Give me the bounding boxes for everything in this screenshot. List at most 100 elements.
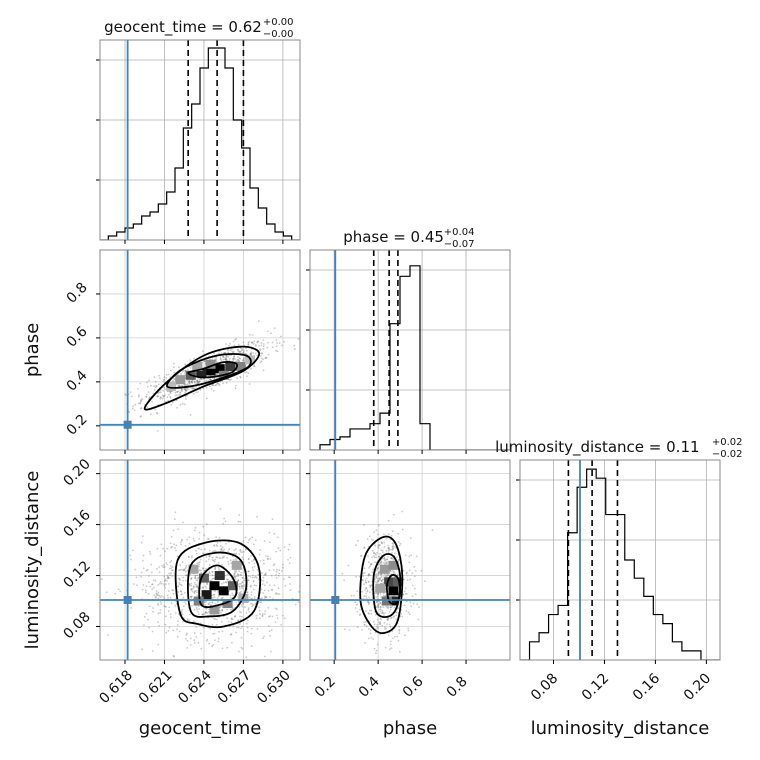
sample-point — [379, 602, 382, 604]
sample-point — [431, 529, 434, 532]
sample-point — [380, 596, 383, 598]
sample-point — [269, 558, 272, 560]
sample-point — [364, 589, 366, 591]
sample-point — [268, 625, 270, 627]
sample-point — [138, 394, 140, 397]
sample-point — [195, 606, 198, 609]
sample-point — [357, 539, 359, 542]
sample-point — [237, 350, 240, 353]
sample-point — [260, 342, 263, 344]
density-cell — [214, 571, 225, 581]
sample-point — [241, 586, 244, 589]
sample-point — [409, 601, 412, 604]
sample-point — [203, 601, 206, 604]
sample-point — [170, 546, 173, 549]
sample-point — [216, 372, 219, 375]
sample-point — [172, 654, 175, 657]
sample-point — [386, 574, 389, 576]
sample-point — [396, 635, 399, 638]
sample-point — [383, 541, 386, 544]
sample-point — [390, 616, 393, 619]
sample-point — [383, 556, 386, 559]
sample-point — [378, 603, 380, 606]
sample-point — [397, 639, 400, 642]
sample-point — [165, 605, 167, 608]
sample-point — [288, 576, 290, 579]
sample-point — [212, 643, 215, 646]
sample-point — [139, 407, 142, 410]
sample-point — [367, 627, 370, 630]
sample-point — [184, 363, 186, 366]
sample-point — [261, 572, 263, 574]
sample-point — [139, 382, 142, 385]
sample-point — [220, 547, 223, 550]
sample-point — [370, 637, 373, 639]
sample-point — [155, 384, 157, 387]
sample-point — [200, 378, 203, 381]
sample-point — [158, 377, 161, 379]
sample-point — [260, 601, 263, 604]
sample-point — [225, 358, 228, 361]
sample-point — [190, 595, 193, 597]
sample-point — [219, 548, 222, 551]
sample-point — [140, 399, 143, 402]
sample-point — [391, 549, 394, 551]
sample-point — [221, 597, 223, 600]
sample-point — [190, 584, 193, 587]
sample-point — [171, 589, 174, 591]
sample-point — [188, 583, 191, 585]
sample-point — [249, 576, 252, 578]
sample-point — [257, 340, 259, 343]
sample-point — [390, 548, 392, 551]
sample-point — [211, 574, 214, 577]
sample-point — [158, 391, 161, 394]
sample-point — [237, 579, 240, 582]
sample-point — [148, 550, 151, 553]
sample-point — [379, 561, 382, 564]
contour-line — [187, 551, 248, 618]
sample-point — [250, 367, 252, 370]
sample-point — [193, 539, 196, 542]
sample-point — [376, 593, 379, 596]
sample-point — [236, 377, 239, 380]
sample-point — [197, 382, 199, 384]
sample-point — [159, 396, 162, 399]
sample-point — [222, 355, 225, 358]
sample-point — [250, 645, 253, 648]
sample-point — [367, 612, 370, 615]
sample-point — [406, 571, 408, 574]
sample-point — [208, 558, 210, 561]
sample-point — [194, 577, 197, 580]
sample-point — [194, 577, 196, 579]
sample-point — [392, 616, 395, 619]
sample-point — [210, 388, 213, 390]
sample-point — [275, 349, 277, 352]
sample-point — [273, 584, 276, 587]
sample-point — [401, 528, 404, 531]
sample-point — [184, 369, 187, 372]
sample-point — [169, 542, 172, 545]
sample-point — [185, 389, 188, 391]
sample-point — [162, 596, 165, 598]
sample-point — [259, 349, 261, 352]
sample-point — [219, 606, 222, 608]
sample-point — [360, 554, 363, 557]
sample-point — [142, 554, 145, 557]
sample-point — [252, 352, 254, 354]
y-tick-label: 0.4 — [64, 367, 91, 394]
sample-point — [253, 576, 256, 579]
sample-point — [230, 348, 233, 351]
sample-point — [140, 415, 142, 417]
sample-point — [240, 646, 243, 649]
sample-point — [217, 382, 219, 385]
sample-point — [370, 584, 373, 586]
sample-point — [197, 605, 200, 608]
sample-point — [390, 557, 393, 560]
sample-point — [150, 571, 153, 574]
sample-point — [382, 612, 385, 615]
sample-point — [176, 406, 178, 409]
sample-point — [129, 391, 132, 393]
sample-point — [140, 400, 142, 402]
sample-point — [152, 579, 155, 581]
sample-point — [209, 601, 211, 604]
